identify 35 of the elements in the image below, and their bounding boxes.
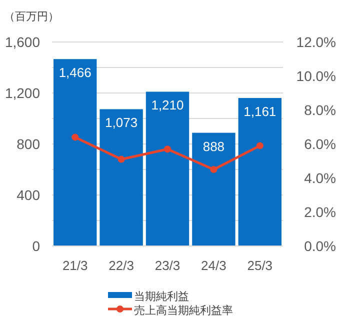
data-label: 1,466 <box>58 65 92 80</box>
point <box>256 142 264 150</box>
y2-tick-label: 2.0% <box>304 204 336 220</box>
bar <box>54 59 97 246</box>
y-tick-label: 400 <box>16 187 40 203</box>
bar <box>146 92 190 246</box>
data-label: 888 <box>202 138 225 154</box>
y2-tick-label: 12.0% <box>296 34 336 50</box>
x-tick-label: 22/3 <box>108 258 134 273</box>
y2-tick-label: 0.0% <box>304 238 336 254</box>
bar <box>192 132 236 246</box>
y2-tick-label: 8.0% <box>304 102 336 118</box>
data-label: 1,161 <box>244 104 276 119</box>
x-tick-label: 21/3 <box>62 258 88 273</box>
bar <box>100 109 143 246</box>
point <box>118 156 125 163</box>
legend-label: 当期純利益 <box>134 290 189 303</box>
x-tick-label: 24/3 <box>201 258 226 273</box>
y-tick-label: 1,200 <box>4 85 40 101</box>
legend-label: 売上高当期純利益率 <box>134 304 233 317</box>
y-axis-title: （百万円） <box>4 11 59 23</box>
data-label: 1,073 <box>105 115 138 130</box>
point <box>210 166 218 173</box>
x-tick-label: 23/3 <box>154 258 180 273</box>
y-tick-label: 800 <box>16 136 40 152</box>
data-label: 1,210 <box>151 98 184 113</box>
x-tick-label: 25/3 <box>247 258 273 273</box>
point <box>164 146 171 153</box>
bar <box>238 98 282 246</box>
y2-tick-label: 6.0% <box>304 136 336 152</box>
y2-tick-label: 10.0% <box>296 68 336 84</box>
point <box>72 134 79 141</box>
y2-tick-label: 4.0% <box>304 170 336 186</box>
y-tick-label: 0 <box>32 238 40 254</box>
y-tick-label: 1,600 <box>4 34 40 50</box>
